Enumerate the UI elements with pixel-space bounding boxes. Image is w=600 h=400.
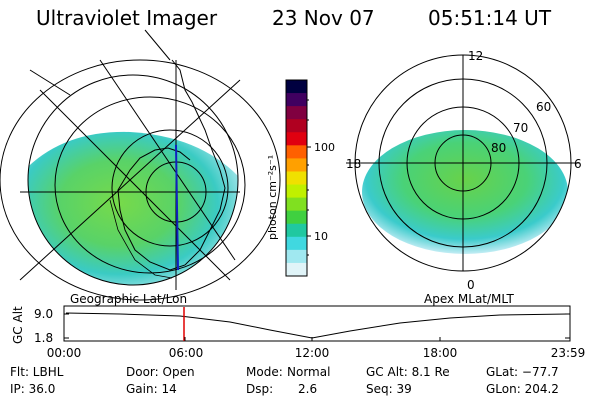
coastline-detail	[109, 199, 173, 279]
colorbar-label-10: 10	[314, 230, 328, 243]
colorbar-band	[286, 197, 307, 212]
status-mode-label: Mode:	[246, 365, 283, 379]
timeline-frame	[63, 305, 571, 342]
colorbar-band	[286, 158, 307, 172]
colorbar-band	[286, 171, 307, 186]
status-seq: Seq: 39	[366, 382, 412, 396]
status-ip: IP: 36.0	[10, 382, 56, 396]
timeline-ytick-low: 1.8	[34, 331, 53, 345]
colorbar-band	[286, 106, 307, 120]
mlt-label-6: 6	[574, 157, 582, 171]
colorbar	[286, 80, 307, 277]
status-gc-alt: GC Alt: 8.1 Re	[366, 365, 450, 379]
colorbar-band	[286, 210, 307, 225]
lat-ring-2	[54, 96, 246, 274]
colorbar-band	[286, 236, 307, 251]
mlat-label-80: 80	[491, 141, 506, 155]
colorbar-band	[286, 119, 307, 133]
status-dsp-value: 2.6	[298, 382, 318, 396]
colorbar-unit: photon cm⁻²s⁻¹	[266, 155, 279, 240]
mlt-label-18: 18	[346, 157, 361, 171]
colorbar-band	[286, 223, 307, 238]
status-door: Door: Open	[126, 365, 195, 379]
timeline-xtick-2: 12:00	[295, 346, 330, 360]
colorbar-band	[286, 93, 307, 107]
colorbar-band	[286, 184, 307, 199]
altitude-curve	[65, 312, 569, 339]
colorbar-label-100: 100	[314, 141, 335, 154]
coastline	[117, 59, 226, 271]
status-gain: Gain: 14	[126, 382, 177, 396]
colorbar-band	[286, 249, 307, 264]
lat-ring-1	[0, 59, 281, 301]
status-mode-value: Normal	[287, 365, 331, 379]
timeline-ylabel: GC Alt	[11, 306, 25, 344]
geographic-map-panel	[0, 29, 281, 301]
date-label: 23 Nov 07	[272, 6, 375, 30]
status-dsp-label: Dsp:	[246, 382, 274, 396]
colorbar-band	[286, 132, 307, 146]
status-glon: GLon: 204.2	[486, 382, 559, 396]
colorbar-band	[286, 145, 307, 159]
right-panel-title: Apex MLat/MLT	[424, 292, 514, 306]
mlat-label-60: 60	[536, 100, 551, 114]
timeline-xtick-0: 00:00	[47, 346, 82, 360]
timeline-xtick-4: 23:59	[551, 346, 586, 360]
meridian-line-5	[99, 59, 236, 261]
aurora-emission-left	[28, 131, 238, 285]
meridian-line-3	[19, 79, 241, 281]
aurora-emission-right	[362, 130, 568, 254]
mlat-label-70: 70	[513, 121, 528, 135]
colorbar-band	[286, 262, 307, 277]
colorbar-frame	[285, 79, 308, 277]
left-panel-title: Geographic Lat/Lon	[70, 292, 187, 306]
timeline-xtick-1: 06:00	[169, 346, 204, 360]
colorbar-band	[286, 80, 307, 94]
field-of-view-circle	[27, 74, 239, 286]
sunlight-terminator	[175, 144, 179, 271]
meridian-line-2	[39, 89, 231, 281]
altitude-timeline: GC Alt 9.0 1.8 00:00 06:00 12:00 18:00 2…	[11, 305, 586, 360]
time-label: 05:51:14 UT	[428, 6, 552, 30]
timeline-ytick-high: 9.0	[34, 307, 53, 321]
mlt-label-12: 12	[468, 49, 483, 63]
lat-ring-3	[111, 129, 229, 247]
mlt-label-0: 0	[467, 278, 475, 292]
magnetic-polar-panel: 12 18 6 0 60 70 80	[346, 49, 582, 292]
status-filter: Flt: LBHL	[10, 365, 64, 379]
meridian-line-7	[144, 29, 171, 61]
status-glat: GLat: −77.7	[486, 365, 559, 379]
meridian-line-6	[29, 69, 71, 96]
instrument-title: Ultraviolet Imager	[36, 6, 218, 30]
timeline-xtick-3: 18:00	[423, 346, 458, 360]
